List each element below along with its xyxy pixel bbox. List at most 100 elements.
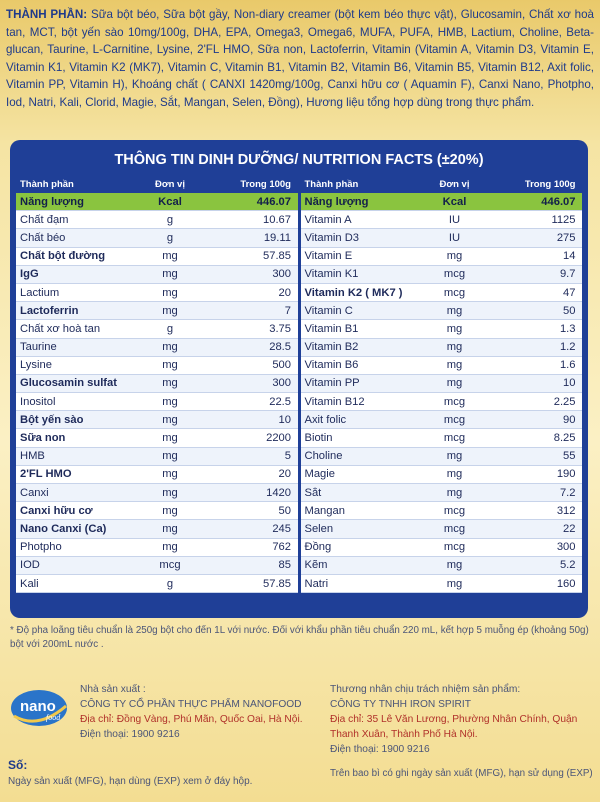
nutrient-value: 300 bbox=[272, 268, 291, 281]
nutrient-unit: mg bbox=[162, 359, 178, 372]
header-per-100g: Trong 100g bbox=[524, 178, 576, 190]
nutrient-name: Selen bbox=[304, 522, 334, 535]
table-row: Canxi hữu cơ mg 50 bbox=[16, 502, 298, 521]
nutrient-unit: mg bbox=[162, 395, 178, 408]
nutrient-name: Vitamin B1 bbox=[304, 322, 359, 335]
manufacturer-name: CÔNG TY CỔ PHẦN THỰC PHẨM NANOFOOD bbox=[80, 699, 302, 710]
nutrient-name: Vitamin K1 bbox=[304, 268, 359, 281]
trader-name: CÔNG TY TNHH IRON SPIRIT bbox=[330, 699, 471, 710]
nutrient-name: Vitamin B2 bbox=[304, 341, 359, 354]
nutrient-name: IOD bbox=[20, 559, 40, 572]
table-row: Kali g 57.85 bbox=[16, 574, 298, 594]
nutrient-unit: Kcal bbox=[442, 195, 467, 208]
manufacturer-block: Nhà sản xuất : CÔNG TY CỔ PHẦN THỰC PHẨM… bbox=[80, 682, 310, 742]
nutrient-unit: mg bbox=[162, 468, 178, 481]
nutrient-name: Lactoferrin bbox=[20, 304, 79, 317]
nutrient-unit: mg bbox=[162, 541, 178, 554]
nutrient-name: Magie bbox=[304, 468, 335, 481]
nutrient-name: Axit folic bbox=[304, 413, 347, 426]
nutrient-name: Vitamin PP bbox=[304, 377, 360, 390]
nutrient-value: 20 bbox=[278, 286, 291, 299]
lot-label: Số: bbox=[8, 758, 28, 772]
table-row: Vitamin PP mg 10 bbox=[300, 374, 582, 394]
table-header: Thành phần Đơn vị Trong 100g bbox=[300, 175, 582, 193]
nutrient-unit: mcg bbox=[443, 432, 466, 445]
nutrient-unit: mg bbox=[446, 450, 463, 463]
table-header: Thành phần Đơn vị Trong 100g bbox=[16, 175, 298, 193]
nutrient-name: Chất xơ hoà tan bbox=[20, 322, 101, 335]
table-row: Axit folic mcg 90 bbox=[300, 411, 582, 430]
nutrient-value: 190 bbox=[556, 468, 576, 481]
nutrient-value: 1.2 bbox=[559, 341, 576, 354]
table-row: Năng lượng Kcal 446.07 bbox=[16, 193, 298, 212]
nutrient-unit: mg bbox=[162, 341, 178, 354]
nutrient-unit: mcg bbox=[443, 413, 466, 426]
nutrient-unit: mg bbox=[162, 413, 178, 426]
table-row: Canxi mg 1420 bbox=[16, 484, 298, 503]
table-row: Natri mg 160 bbox=[300, 574, 582, 594]
table-row: Photpho mg 762 bbox=[16, 538, 298, 557]
nutrient-unit: mg bbox=[446, 559, 463, 572]
nutrient-unit: mg bbox=[162, 286, 178, 299]
nutrient-value: 300 bbox=[556, 541, 576, 554]
nutrient-name: Sắt bbox=[304, 486, 322, 499]
nutrient-name: Năng lượng bbox=[304, 195, 369, 208]
header-component: Thành phần bbox=[20, 178, 74, 190]
nutrient-name: Vitamin B12 bbox=[304, 395, 365, 408]
nutrient-value: 1.3 bbox=[559, 322, 576, 335]
nutrient-value: 9.7 bbox=[559, 268, 576, 281]
nutrient-value: 446.07 bbox=[541, 195, 576, 208]
nutrient-unit: mg bbox=[162, 432, 178, 445]
nutrient-unit: mg bbox=[446, 468, 463, 481]
nutrition-table-right: Thành phần Đơn vị Trong 100g Năng lượng K… bbox=[300, 175, 582, 594]
trader-footer: Trên bao bì có ghi ngày sản xuất (MFG), … bbox=[330, 768, 593, 779]
nutrient-name: Inositol bbox=[20, 395, 56, 408]
nutrient-unit: mcg bbox=[443, 395, 466, 408]
nutrient-unit: mcg bbox=[443, 541, 466, 554]
nutrient-value: 275 bbox=[556, 231, 576, 244]
nutrient-value: 10 bbox=[278, 413, 291, 426]
nutrient-value: 90 bbox=[563, 413, 576, 426]
table-row: 2'FL HMO mg 20 bbox=[16, 465, 298, 484]
nutrient-value: 3.75 bbox=[269, 322, 291, 335]
table-row: Glucosamin sulfat mg 300 bbox=[16, 374, 298, 394]
nutrient-name: Lysine bbox=[20, 359, 52, 372]
dilution-note: * Độ pha loãng tiêu chuẩn là 250g bột ch… bbox=[10, 625, 589, 650]
table-row: IgG mg 300 bbox=[16, 265, 298, 284]
nutrient-value: 57.85 bbox=[263, 577, 291, 590]
nutrient-value: 57.85 bbox=[263, 250, 291, 263]
nutrient-unit: mg bbox=[162, 268, 178, 281]
table-row: Vitamin B6 mg 1.6 bbox=[300, 356, 582, 375]
nutrient-value: 14 bbox=[563, 250, 576, 263]
header-per-100g: Trong 100g bbox=[240, 178, 291, 190]
nutrient-value: 22.5 bbox=[269, 395, 291, 408]
table-row: Inositol mg 22.5 bbox=[16, 393, 298, 412]
nutrient-unit: mg bbox=[162, 522, 178, 535]
nutrient-unit: g bbox=[166, 231, 174, 244]
nutrient-value: 50 bbox=[278, 504, 291, 517]
table-row: Vitamin B1 mg 1.3 bbox=[300, 320, 582, 339]
table-row: Biotin mcg 8.25 bbox=[300, 429, 582, 448]
nutrient-unit: mg bbox=[446, 322, 463, 335]
table-row: Chất bột đường mg 57.85 bbox=[16, 247, 298, 266]
nutrient-name: Vitamin C bbox=[304, 304, 353, 317]
nutrient-value: 312 bbox=[556, 504, 576, 517]
nutrient-unit: mg bbox=[162, 304, 178, 317]
nutrient-name: Vitamin A bbox=[304, 213, 352, 226]
nutrient-value: 28.5 bbox=[269, 341, 291, 354]
table-row: Vitamin C mg 50 bbox=[300, 302, 582, 321]
nutrient-value: 1.6 bbox=[559, 359, 576, 372]
table-row: Sữa non mg 2200 bbox=[16, 429, 298, 448]
nutrient-name: Nano Canxi (Ca) bbox=[20, 522, 107, 535]
trader-block: Thương nhân chịu trách nhiệm sản phẩm: C… bbox=[330, 682, 592, 757]
nutrient-unit: mg bbox=[446, 304, 463, 317]
manufacturer-address: Địa chỉ: Đồng Vàng, Phú Mãn, Quốc Oai, H… bbox=[80, 714, 303, 725]
nutrient-name: Bột yến sào bbox=[20, 413, 84, 426]
nutrient-unit: mg bbox=[446, 486, 463, 499]
nutrient-name: Vitamin D3 bbox=[304, 231, 360, 244]
nutrient-name: Choline bbox=[304, 450, 343, 463]
nutrition-facts-panel: THÔNG TIN DINH DƯỠNG/ NUTRITION FACTS (±… bbox=[10, 140, 588, 618]
nutrient-unit: mcg bbox=[443, 522, 466, 535]
nutrient-value: 8.25 bbox=[553, 432, 576, 445]
nutrient-unit: mg bbox=[446, 377, 463, 390]
